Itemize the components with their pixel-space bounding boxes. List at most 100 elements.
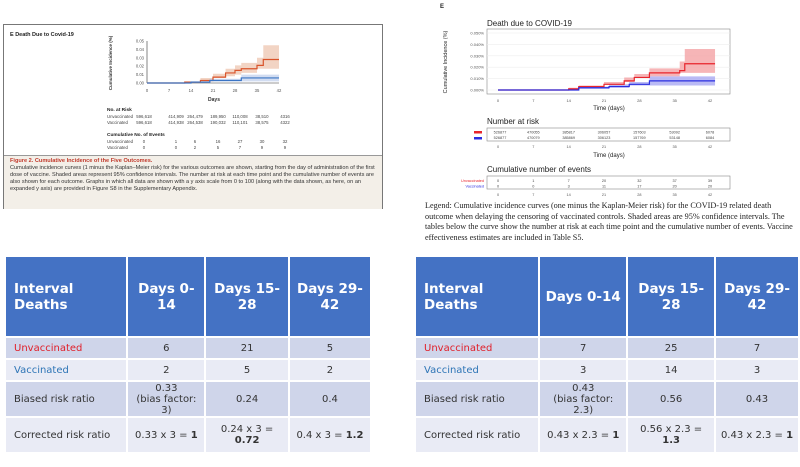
x-tick-label: 0 — [497, 145, 499, 149]
y-tick-label: 0.03 — [136, 55, 145, 60]
unvaccinated-row: Unvaccinated 7 25 7 — [413, 336, 800, 360]
y-tick-label: 0.00 — [136, 81, 145, 86]
x-tick-label: 0 — [497, 193, 499, 197]
event-value: 0 — [143, 139, 146, 144]
vaccinated-cell: 2 — [287, 358, 373, 382]
unvaccinated-swatch — [474, 131, 482, 134]
risk-header: Number at risk — [487, 117, 540, 126]
corrected-label: Corrected risk ratio — [413, 416, 541, 454]
unvaccinated-cell: 6 — [126, 336, 207, 360]
x-tick-label: 42 — [708, 193, 712, 197]
corrected-label: Corrected risk ratio — [3, 416, 129, 454]
event-row-label: Unvaccinated — [107, 139, 134, 144]
vaccinated-cell: 3 — [538, 358, 629, 382]
risk-value: 306123 — [598, 136, 611, 140]
corrected-cell: 0.56 x 2.3 = 1.3 — [626, 416, 717, 454]
left-chart: E Death Due to Covid-19 0.00 0.01 0.02 0.03 0… — [10, 32, 290, 150]
event-row-label: Vaccinated — [465, 185, 484, 189]
y-tick-label: 0.05 — [136, 39, 145, 44]
x-tick-label: 28 — [233, 88, 238, 93]
y-axis-label: Cumulative Incidence (%) — [443, 31, 449, 94]
left-caption: Figure 2. Cumulative Incidence of the Fi… — [4, 155, 382, 209]
corrected-expression: 0.4 x 3 = — [296, 429, 346, 441]
risk-value: 306057 — [598, 131, 611, 135]
unvaccinated-cell: 7 — [538, 336, 629, 360]
biased-label: Biased risk ratio — [413, 380, 541, 418]
risk-value: 157603 — [633, 131, 646, 135]
x-tick-label: 7 — [532, 98, 535, 103]
x-axis-label: Time (days) — [593, 106, 624, 112]
risk-value: 6078 — [706, 131, 714, 135]
risk-value: 6084 — [706, 136, 714, 140]
risk-value: 4316 — [280, 114, 290, 119]
vaccinated-cell: Vaccinated — [413, 358, 541, 382]
x-tick-label: 35 — [673, 193, 677, 197]
vaccinated-cell: Vaccinated — [3, 358, 129, 382]
y-tick-label: 0.040% — [470, 42, 484, 47]
biased-cell: 0.43 — [714, 380, 800, 418]
x-tick-label: 21 — [211, 88, 216, 93]
y-tick-label: 0.000% — [470, 88, 484, 93]
risk-value: 110,101 — [232, 120, 248, 125]
unvaccinated-cell: 21 — [204, 336, 290, 360]
risk-value: 470055 — [527, 131, 540, 135]
right-risk-table: Interval Deaths Days 0-14 Days 15-28 Days 2… — [413, 255, 800, 454]
ci-band-unvaccinated — [498, 48, 716, 90]
biased-value: 0.43 — [572, 382, 595, 394]
event-value: 0 — [497, 179, 499, 183]
curve-vaccinated — [498, 80, 716, 91]
y-tick-label: 0.02 — [136, 64, 145, 69]
x-tick-label: 35 — [255, 88, 260, 93]
left-figure: E Death Due to Covid-19 0.00 0.01 0.02 0.03 0… — [3, 24, 383, 209]
event-value: 27 — [238, 139, 243, 144]
biased-value: 0.24 — [235, 393, 259, 405]
event-value: 30 — [260, 139, 265, 144]
corrected-result: 1 — [190, 429, 198, 441]
x-tick-label: 42 — [708, 145, 712, 149]
event-value: 6 — [194, 139, 197, 144]
event-row-label: Unvaccinated — [461, 179, 484, 183]
y-tick-label: 0.04 — [136, 47, 145, 52]
events-table-frame — [486, 175, 731, 190]
risk-value: 38,510 — [255, 114, 269, 119]
biased-cell: 0.24 — [204, 380, 290, 418]
corrected-cell: 0.24 x 3 = 0.72 — [204, 416, 290, 454]
event-value: 0 — [497, 185, 499, 189]
x-tick-label: 7 — [532, 193, 534, 197]
event-value: 2 — [194, 145, 197, 150]
corrected-row: Corrected risk ratio 0.43 x 2.3 = 1 0.56 x… — [413, 416, 800, 454]
risk-value: 596,618 — [136, 120, 152, 125]
x-tick-label: 21 — [602, 145, 606, 149]
event-value: 1 — [532, 179, 534, 183]
vaccinated-row: Vaccinated 2 5 2 — [3, 358, 373, 382]
corrected-cell: 0.43 x 2.3 = 1 — [714, 416, 800, 454]
x-tick-label: 7 — [532, 145, 534, 149]
right-legend-text: Legend: Cumulative incidence curves (one… — [425, 201, 793, 242]
event-value: 11 — [602, 185, 606, 189]
risk-value: 526877 — [494, 136, 507, 140]
header-cell: Days 0-14 — [126, 255, 207, 338]
corrected-result: 1.2 — [345, 429, 364, 441]
risk-value: 596,618 — [136, 114, 152, 119]
biased-value: 0.4 — [321, 393, 338, 405]
y-tick-label: 0.010% — [470, 76, 484, 81]
unvaccinated-cell: 7 — [714, 336, 800, 360]
header-cell: Interval Deaths — [3, 255, 129, 338]
x-tick-label: 7 — [168, 88, 171, 93]
risk-value: 526877 — [494, 131, 507, 135]
risk-value: 38,575 — [255, 120, 269, 125]
left-risk-table: Interval Deaths Days 0-14 Days 15-28 Days 2… — [3, 255, 373, 454]
y-axis-label: Cumulative Incidence (%) — [108, 35, 113, 90]
y-tick-label: 0.050% — [470, 31, 484, 36]
event-value: 9 — [284, 145, 287, 150]
biased-cell: 0.4 — [287, 380, 373, 418]
event-value: 32 — [283, 139, 288, 144]
event-value: 7 — [568, 179, 570, 183]
corrected-result: 0.72 — [234, 435, 260, 446]
x-tick-label: 28 — [637, 98, 642, 103]
event-value: 20 — [673, 185, 677, 189]
corrected-result: 1 — [612, 429, 620, 441]
event-value: 39 — [708, 179, 712, 183]
panel-label: E — [440, 4, 444, 10]
vaccinated-cell: 5 — [204, 358, 290, 382]
